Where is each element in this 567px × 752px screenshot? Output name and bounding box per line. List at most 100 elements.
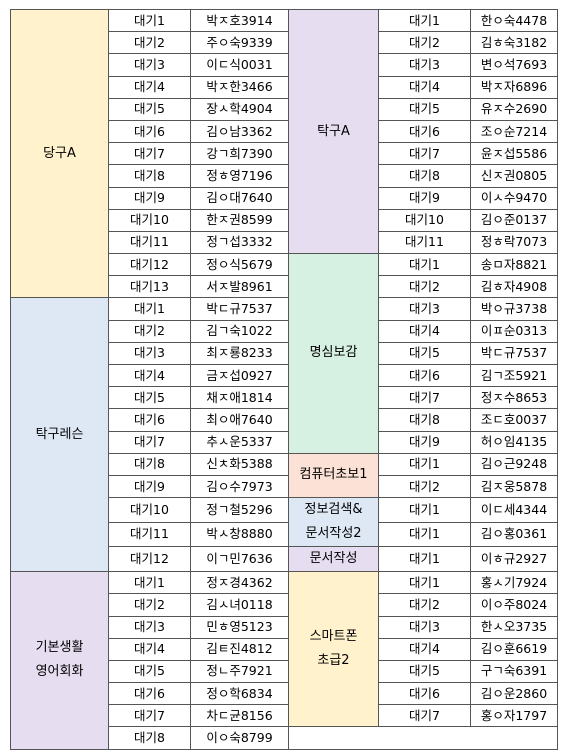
applicant-name: 김ㅇ근9248 xyxy=(470,452,558,476)
wait-number: 대기10 xyxy=(378,208,471,232)
applicant-name: 신ㅈ권0805 xyxy=(470,164,558,188)
table-row: 대기11 박ㅅ창8880 대기1 김ㅇ홍0361 xyxy=(11,521,558,548)
applicant-name: 박ㅈ한3466 xyxy=(190,75,289,99)
class-name: 탁구레슨 xyxy=(10,297,109,573)
applicant-name: 이ㄷ식0031 xyxy=(190,53,289,77)
wait-number: 대기5 xyxy=(378,341,471,366)
wait-number: 대기1 xyxy=(378,253,471,277)
table-row: 대기11 정ㄱ섭3332 대기11 정ㅎ락7073 xyxy=(11,230,558,255)
table-row: 대기6 김ㅇ남3362 대기6 조ㅇ순7214 xyxy=(11,119,558,144)
wait-number: 대기5 xyxy=(108,97,191,121)
applicant-name: 정ㅎ영7196 xyxy=(190,164,289,188)
wait-number: 대기5 xyxy=(378,659,471,684)
applicant-name: 이ㄷ세4344 xyxy=(470,497,558,523)
applicant-name: 김ㅅ녀0118 xyxy=(190,593,289,617)
class-name: 문서작성 xyxy=(288,546,379,573)
wait-number: 대기5 xyxy=(108,659,191,684)
wait-number: 대기9 xyxy=(108,186,191,210)
wait-number: 대기2 xyxy=(108,593,191,617)
applicant-name: 김ㅇ운2860 xyxy=(470,682,558,706)
wait-number: 대기6 xyxy=(108,408,191,432)
wait-number: 대기1 xyxy=(378,452,471,476)
applicant-name: 김ㅎ숙3182 xyxy=(470,31,558,55)
table-row: 당구A 대기1 박ㅈ호3914 탁구A 대기1 한ㅇ숙4478 xyxy=(10,8,558,299)
applicant-name: 김ㄱ숙1022 xyxy=(190,319,289,343)
wait-number: 대기9 xyxy=(378,186,471,210)
applicant-name: 홍ㅅ기7924 xyxy=(470,571,558,595)
wait-number: 대기7 xyxy=(108,704,191,728)
applicant-name: 정ㅎ락7073 xyxy=(470,230,558,255)
applicant-name: 김ㅈ웅5878 xyxy=(470,474,558,499)
table-row: 대기3 민ㅎ영5123 대기3 한ㅅ오3735 xyxy=(11,615,558,639)
table-row: 대기10 정ㄱ철5296 정보검색& 문서작성2 대기1 이ㄷ세4344 xyxy=(11,497,558,548)
applicant-name: 송ㅁ자8821 xyxy=(470,253,558,277)
wait-number: 대기2 xyxy=(378,593,471,617)
wait-number: 대기8 xyxy=(378,408,471,432)
applicant-name: 서ㅈ발8961 xyxy=(190,275,289,299)
wait-number: 대기4 xyxy=(378,75,471,99)
applicant-name: 주ㅇ숙9339 xyxy=(190,31,289,55)
table-row: 대기8 정ㅎ영7196 대기8 신ㅈ권0805 xyxy=(11,164,558,188)
applicant-name: 조ㄷ호0037 xyxy=(470,408,558,432)
wait-number: 대기10 xyxy=(108,497,191,523)
applicant-name: 한ㅈ권8599 xyxy=(190,208,289,232)
applicant-name: 박ㄷ규7537 xyxy=(190,297,289,321)
applicant-name: 박ㅈ자6896 xyxy=(470,75,558,99)
wait-number: 대기1 xyxy=(378,8,471,33)
table-row: 대기8 신ㅊ화5388 컴퓨터초보1 대기1 김ㅇ근9248 xyxy=(11,452,558,499)
wait-number: 대기1 xyxy=(378,497,471,523)
table-row: 대기8 이ㅇ숙8799 xyxy=(11,726,558,750)
wait-number: 대기10 xyxy=(108,208,191,232)
table-row: 대기12 이ㄱ민7636 문서작성 대기1 이ㅎ규2927 xyxy=(11,546,558,573)
wait-number: 대기5 xyxy=(108,386,191,410)
class-name: 정보검색& 문서작성2 xyxy=(288,497,379,548)
applicant-name: 김ㅎ자4908 xyxy=(470,275,558,299)
table-row: 대기7 강ㄱ희7390 대기7 윤ㅈ섭5586 xyxy=(11,142,558,166)
wait-number: 대기4 xyxy=(378,637,471,661)
applicant-name: 한ㅇ숙4478 xyxy=(470,8,558,33)
applicant-name: 박ㅅ창8880 xyxy=(190,521,289,548)
applicant-name: 정ㅇ식5679 xyxy=(190,253,289,277)
wait-number: 대기2 xyxy=(378,275,471,299)
wait-number: 대기2 xyxy=(378,474,471,499)
wait-number: 대기7 xyxy=(378,142,471,166)
applicant-name: 김ㅇ대7640 xyxy=(190,186,289,210)
wait-number: 대기6 xyxy=(108,119,191,144)
applicant-name: 금ㅈ섭0927 xyxy=(190,363,289,388)
wait-number: 대기4 xyxy=(108,363,191,388)
applicant-name: 이ㅍ순0313 xyxy=(470,319,558,343)
class-name: 스마트폰 초급2 xyxy=(288,571,379,728)
table-row: 기본생활 영어회화 대기1 정ㅈ경4362 스마트폰 초급2 대기1 홍ㅅ기7924 xyxy=(10,571,558,750)
wait-number: 대기12 xyxy=(108,546,191,573)
wait-number: 대기3 xyxy=(108,615,191,639)
wait-number: 대기2 xyxy=(378,31,471,55)
applicant-name: 장ㅅ학4904 xyxy=(190,97,289,121)
table-row: 대기4 박ㅈ한3466 대기4 박ㅈ자6896 xyxy=(11,75,558,99)
wait-number: 대기6 xyxy=(378,682,471,706)
wait-number: 대기8 xyxy=(378,164,471,188)
wait-number: 대기9 xyxy=(108,474,191,499)
table-row: 대기5 정ㄴ주7921 대기5 구ㄱ숙6391 xyxy=(11,659,558,684)
table-row: 대기3 이ㄷ식0031 대기3 변ㅇ석7693 xyxy=(11,53,558,77)
table-row: 대기4 금ㅈ섭0927 대기6 김ㄱ조5921 xyxy=(11,363,558,388)
table-row: 대기7 차ㄷ균8156 대기7 홍ㅇ자1797 xyxy=(11,704,558,728)
applicant-name: 김ㅇ홍0361 xyxy=(470,521,558,548)
class-name: 컴퓨터초보1 xyxy=(288,452,379,499)
applicant-name: 정ㅈ수8653 xyxy=(470,386,558,410)
wait-number: 대기13 xyxy=(108,275,191,299)
table-row: 탁구레슨 대기1 박ㄷ규7537 대기3 박ㅇ규3738 xyxy=(10,297,558,573)
applicant-name: 민ㅎ영5123 xyxy=(190,615,289,639)
class-name: 당구A xyxy=(10,8,109,299)
wait-number: 대기1 xyxy=(378,571,471,595)
wait-number: 대기11 xyxy=(108,230,191,255)
applicant-name: 김ㅇ수7973 xyxy=(190,474,289,499)
wait-number: 대기3 xyxy=(378,53,471,77)
applicant-name: 정ㄱ섭3332 xyxy=(190,230,289,255)
applicant-name: 정ㅈ경4362 xyxy=(190,571,289,595)
applicant-name: 최ㅇ애7640 xyxy=(190,408,289,432)
applicant-name: 김ㅇ준0137 xyxy=(470,208,558,232)
table-row: 대기5 채ㅈ애1814 대기7 정ㅈ수8653 xyxy=(11,386,558,410)
applicant-name: 구ㄱ숙6391 xyxy=(470,659,558,684)
table-row: 대기5 장ㅅ학4904 대기5 유ㅈ수2690 xyxy=(11,97,558,121)
table-row: 대기12 정ㅇ식5679 명심보감 대기1 송ㅁ자8821 xyxy=(11,253,558,454)
